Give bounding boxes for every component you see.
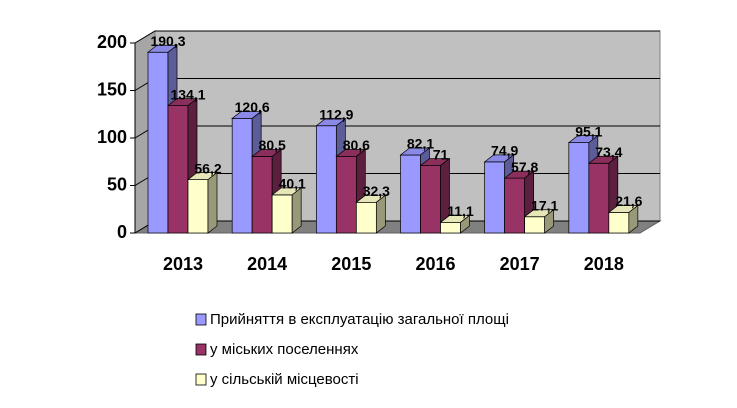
bar <box>400 154 421 234</box>
value-label: 120,6 <box>235 99 270 115</box>
bar <box>524 216 546 234</box>
value-label: 80,6 <box>343 137 370 153</box>
bar-side <box>207 171 218 234</box>
value-label: 71 <box>433 146 449 162</box>
bar-side <box>544 209 555 234</box>
bar <box>355 201 377 234</box>
bar-side <box>291 187 302 234</box>
bar <box>484 161 506 234</box>
y-tick-label: 150 <box>97 79 127 99</box>
value-label: 73,4 <box>595 144 622 160</box>
y-tick-label: 200 <box>97 32 127 52</box>
value-label: 40,1 <box>279 176 306 192</box>
bar-side <box>628 204 639 234</box>
x-tick-label: 2013 <box>163 254 203 274</box>
bar <box>147 51 169 234</box>
value-label: 32,3 <box>363 183 390 199</box>
legend-swatch <box>195 313 207 326</box>
bar <box>568 142 590 234</box>
legend-label: у міських поселеннях <box>210 341 359 358</box>
y-tick-label: 50 <box>107 174 127 194</box>
value-label: 21,6 <box>615 193 642 209</box>
bar <box>251 156 273 234</box>
grid-line <box>134 30 660 44</box>
value-label: 74,9 <box>491 143 518 159</box>
x-tick-label: 2018 <box>584 254 624 274</box>
value-label: 57,8 <box>511 159 538 175</box>
legend-swatch <box>195 343 207 356</box>
x-tick-label: 2015 <box>331 254 371 274</box>
x-tick-label: 2016 <box>415 254 455 274</box>
bar <box>271 194 293 234</box>
bar-side <box>460 214 470 234</box>
bar <box>588 162 610 234</box>
bar <box>231 118 253 234</box>
bar <box>420 165 441 234</box>
bar-side <box>375 194 386 234</box>
bar <box>608 212 630 234</box>
bar <box>167 105 189 234</box>
x-tick-label: 2017 <box>500 254 540 274</box>
legend-swatch <box>195 373 207 386</box>
value-label: 134,1 <box>170 86 205 102</box>
y-tick-label: 100 <box>97 127 127 147</box>
bar <box>335 156 357 234</box>
bar <box>187 179 209 234</box>
value-label: 80,5 <box>259 137 286 153</box>
x-tick-label: 2014 <box>247 254 287 274</box>
bar <box>504 177 526 234</box>
bar <box>440 222 461 234</box>
value-label: 95,1 <box>575 123 602 139</box>
y-tick-label: 0 <box>117 222 127 242</box>
value-label: 17,1 <box>531 197 558 213</box>
value-label: 82,1 <box>407 136 434 152</box>
value-label: 112,9 <box>319 106 353 122</box>
legend-label: Прийняття в експлуатацію загальної площі <box>210 311 509 328</box>
bar <box>315 125 337 234</box>
value-label: 56,2 <box>194 160 221 176</box>
legend-label: у сільській місцевості <box>210 371 359 388</box>
value-label: 190,3 <box>150 33 185 49</box>
value-label: 11,1 <box>447 203 474 219</box>
